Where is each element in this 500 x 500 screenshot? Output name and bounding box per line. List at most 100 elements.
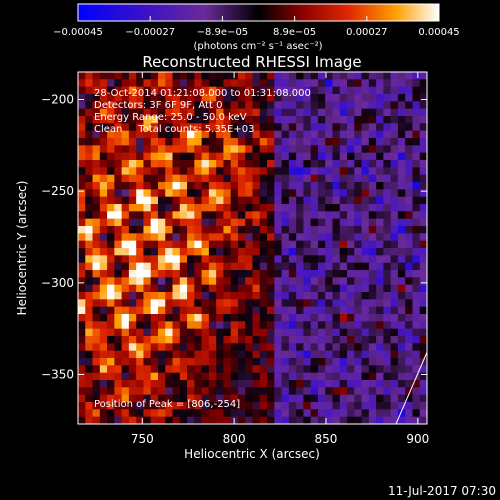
heatmap-cell bbox=[216, 314, 224, 322]
heatmap-cell bbox=[368, 226, 377, 234]
heatmap-cell bbox=[165, 86, 173, 95]
heatmap-cell bbox=[223, 299, 232, 308]
heatmap-cell bbox=[230, 321, 239, 330]
heatmap-cell bbox=[92, 123, 101, 132]
heatmap-cell bbox=[259, 94, 268, 102]
heatmap-cell bbox=[412, 358, 421, 366]
heatmap-cell bbox=[114, 255, 123, 264]
heatmap-cell bbox=[303, 358, 312, 366]
heatmap-cell bbox=[201, 358, 210, 366]
heatmap-cell bbox=[383, 409, 392, 418]
heatmap-cell bbox=[252, 380, 261, 388]
heatmap-cell bbox=[128, 94, 137, 102]
heatmap-cell bbox=[99, 277, 108, 286]
heatmap-cell bbox=[259, 284, 268, 293]
heatmap-cell bbox=[230, 130, 239, 139]
heatmap-cell bbox=[397, 343, 406, 352]
heatmap-cell bbox=[325, 284, 333, 293]
heatmap-cell bbox=[288, 196, 297, 205]
heatmap-cell bbox=[172, 226, 181, 234]
heatmap-cell bbox=[412, 174, 421, 183]
heatmap-cell bbox=[216, 160, 224, 168]
heatmap-cell bbox=[267, 174, 275, 183]
heatmap-cell bbox=[230, 248, 239, 256]
heatmap-cell bbox=[237, 380, 246, 388]
heatmap-cell bbox=[267, 358, 275, 366]
heatmap-cell bbox=[303, 211, 312, 220]
heatmap-cell bbox=[339, 387, 348, 396]
heatmap-cell bbox=[165, 72, 173, 80]
heatmap-cell bbox=[136, 160, 144, 168]
heatmap-cell bbox=[267, 72, 275, 80]
heatmap-cell bbox=[397, 277, 406, 286]
heatmap-cell bbox=[376, 152, 384, 161]
heatmap-cell bbox=[361, 116, 370, 124]
heatmap-cell bbox=[397, 255, 406, 264]
heatmap-cell bbox=[128, 145, 137, 154]
heatmap-cell bbox=[107, 299, 115, 308]
heatmap-cell bbox=[390, 72, 399, 80]
heatmap-cell bbox=[317, 394, 326, 403]
heatmap-cell bbox=[230, 277, 239, 286]
heatmap-cell bbox=[419, 152, 427, 161]
heatmap-cell bbox=[303, 350, 312, 359]
heatmap-cell bbox=[376, 299, 384, 308]
heatmap-cell bbox=[339, 336, 348, 344]
heatmap-cell bbox=[419, 292, 427, 300]
heatmap-cell bbox=[274, 86, 282, 95]
heatmap-cell bbox=[259, 372, 268, 381]
heatmap-cell bbox=[361, 233, 370, 242]
heatmap-cell bbox=[383, 255, 392, 264]
heatmap-cell bbox=[419, 226, 427, 234]
heatmap-cell bbox=[376, 138, 384, 146]
heatmap-cell bbox=[419, 138, 427, 146]
heatmap-cell bbox=[114, 321, 123, 330]
heatmap-cell bbox=[99, 372, 108, 381]
heatmap-cell bbox=[223, 94, 232, 102]
heatmap-cell bbox=[397, 380, 406, 388]
heatmap-cell bbox=[259, 116, 268, 124]
heatmap-cell bbox=[361, 336, 370, 344]
heatmap-cell bbox=[296, 152, 304, 161]
heatmap-cell bbox=[259, 394, 268, 403]
heatmap-cell bbox=[85, 350, 93, 359]
heatmap-cell bbox=[274, 167, 282, 176]
heatmap-cell bbox=[172, 130, 181, 139]
heatmap-cell bbox=[143, 262, 152, 271]
heatmap-cell bbox=[121, 387, 130, 396]
heatmap-cell bbox=[310, 248, 319, 256]
heatmap-cell bbox=[303, 167, 312, 176]
heatmap-cell bbox=[157, 416, 166, 424]
heatmap-cell bbox=[201, 394, 210, 403]
heatmap-cell bbox=[136, 248, 144, 256]
heatmap-cell bbox=[179, 262, 188, 271]
heatmap-cell bbox=[237, 226, 246, 234]
heatmap-cell bbox=[85, 189, 93, 198]
heatmap-cell bbox=[179, 240, 188, 249]
heatmap-cell bbox=[339, 204, 348, 212]
heatmap-cell bbox=[128, 101, 137, 110]
heatmap-cell bbox=[339, 372, 348, 381]
heatmap-cell bbox=[92, 108, 101, 117]
heatmap-cell bbox=[405, 262, 413, 271]
heatmap-cell bbox=[361, 284, 370, 293]
heatmap-cell bbox=[237, 108, 246, 117]
heatmap-cell bbox=[252, 72, 261, 80]
heatmap-cell bbox=[267, 123, 275, 132]
heatmap-cell bbox=[376, 321, 384, 330]
heatmap-cell bbox=[208, 145, 217, 154]
heatmap-cell bbox=[390, 314, 399, 322]
heatmap-cell bbox=[296, 101, 304, 110]
heatmap-cell bbox=[157, 101, 166, 110]
heatmap-cell bbox=[310, 167, 319, 176]
heatmap-cell bbox=[361, 270, 370, 278]
heatmap-cell bbox=[281, 86, 290, 95]
heatmap-cell bbox=[78, 204, 86, 212]
heatmap-cell bbox=[223, 372, 232, 381]
heatmap-cell bbox=[332, 328, 341, 337]
heatmap-cell bbox=[194, 299, 202, 308]
heatmap-cell bbox=[201, 306, 210, 315]
heatmap-cell bbox=[114, 343, 123, 352]
heatmap-cell bbox=[252, 284, 261, 293]
heatmap-cell bbox=[165, 292, 173, 300]
